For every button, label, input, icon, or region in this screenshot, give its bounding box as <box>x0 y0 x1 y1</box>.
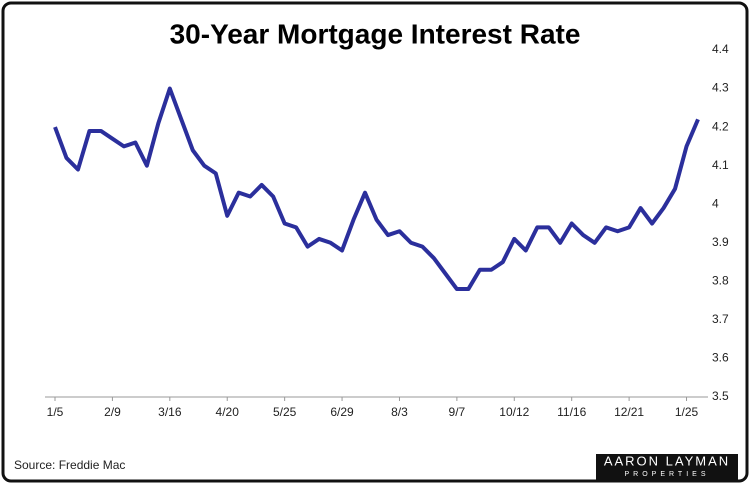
y-tick-label: 4.2 <box>712 119 729 133</box>
line <box>53 86 700 292</box>
x-tick-label: 1/5 <box>47 405 64 419</box>
y-tick-label: 4.3 <box>712 81 729 95</box>
y-tick-label: 3.9 <box>712 235 729 249</box>
y-tick-label: 4 <box>712 196 719 210</box>
logo-bg <box>596 454 738 480</box>
y-tick-label: 3.5 <box>712 389 729 403</box>
y-tick-label: 4.1 <box>712 158 729 172</box>
logo-tagline: PROPERTIES <box>625 471 710 478</box>
x-tick-label: 2/9 <box>104 405 121 419</box>
chart-title: 30-Year Mortgage Interest Rate <box>170 18 581 49</box>
x-tick-label: 9/7 <box>449 405 466 419</box>
y-tick-label: 3.6 <box>712 351 729 365</box>
x-tick-label: 8/3 <box>391 405 408 419</box>
y-tick-label: 4.4 <box>712 42 729 56</box>
x-tick-label: 10/12 <box>499 405 529 419</box>
x-tick-label: 11/16 <box>557 405 586 419</box>
y-tick-label: 3.7 <box>712 312 729 326</box>
source: Source: Freddie Mac <box>14 458 125 472</box>
x-tick-label: 12/21 <box>614 405 644 419</box>
x-tick-label: 3/16 <box>158 405 182 419</box>
y-tick-label: 3.8 <box>712 274 729 288</box>
x-tick-label: 6/29 <box>330 405 354 419</box>
x-tick-label: 4/20 <box>216 405 240 419</box>
x-tick-label: 5/25 <box>273 405 297 419</box>
logo-name: AARON LAYMAN <box>604 453 730 468</box>
x-tick-label: 1/25 <box>675 405 699 419</box>
